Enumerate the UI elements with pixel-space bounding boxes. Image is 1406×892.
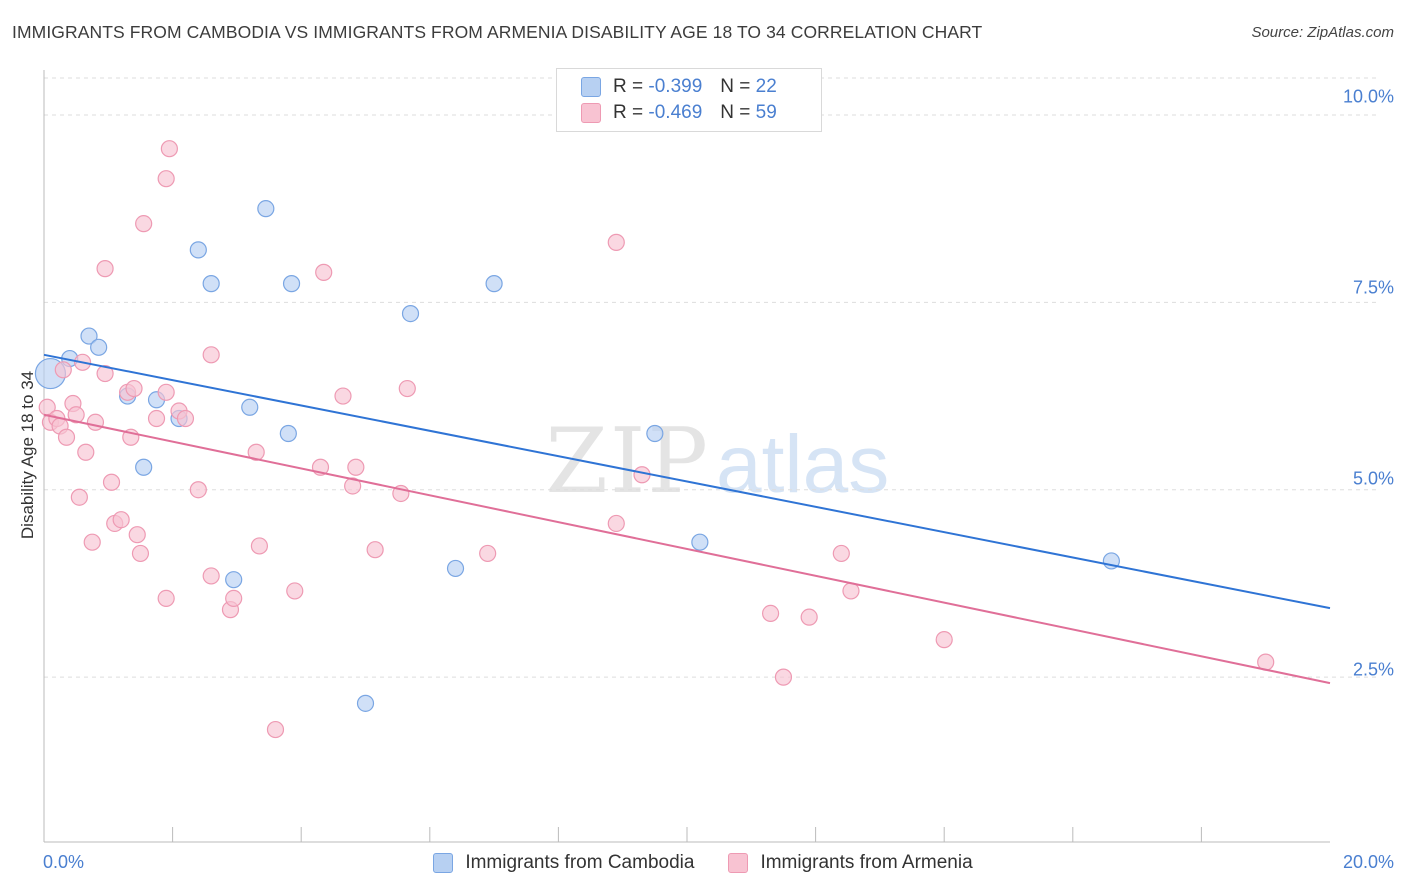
point-cambodia-8 <box>202 275 220 293</box>
trendline-armenia <box>43 413 1331 685</box>
point-armenia-52 <box>774 668 793 686</box>
y-tick-label-10: 10.0% <box>1342 86 1394 107</box>
point-armenia-9 <box>86 413 105 431</box>
watermark-atlas: atlas <box>716 419 889 510</box>
point-armenia-56 <box>935 631 953 649</box>
point-armenia-27 <box>157 589 175 608</box>
point-armenia-41 <box>334 387 352 405</box>
legend-r-value-armenia: -0.469 <box>648 102 703 123</box>
point-cambodia-16 <box>225 571 243 589</box>
legend-swatch-cambodia <box>581 77 601 97</box>
point-armenia-49 <box>607 514 625 533</box>
point-cambodia-10 <box>257 200 275 218</box>
point-armenia-31 <box>202 567 220 585</box>
y-axis-label: Disability Age 18 to 34 <box>18 370 37 540</box>
series-label-cambodia: Immigrants from Cambodia <box>465 852 695 873</box>
point-armenia-32 <box>202 346 220 364</box>
x-tick-label-min: 0.0% <box>43 852 85 872</box>
point-armenia-5 <box>57 428 76 446</box>
series-legend: Immigrants from Cambodia Immigrants from… <box>0 852 1406 874</box>
point-armenia-44 <box>366 541 384 559</box>
point-armenia-21 <box>131 544 150 563</box>
series-label-armenia: Immigrants from Armenia <box>760 852 973 873</box>
legend-n-value-cambodia: 22 <box>755 76 777 97</box>
point-cambodia-1 <box>80 327 98 345</box>
point-armenia-23 <box>157 170 175 188</box>
point-cambodia-21 <box>356 694 375 712</box>
point-armenia-47 <box>479 544 497 563</box>
point-armenia-4 <box>54 361 72 379</box>
point-armenia-34 <box>225 589 243 608</box>
point-armenia-13 <box>83 533 101 551</box>
watermark-zip: ZIP <box>545 409 710 514</box>
legend-r-label: R = <box>613 76 644 97</box>
point-armenia-19 <box>125 379 143 398</box>
point-cambodia-17 <box>446 559 465 578</box>
legend-n-label: N = <box>720 76 751 97</box>
legend-r-value-cambodia: -0.399 <box>648 76 703 97</box>
point-armenia-42 <box>344 477 362 495</box>
point-armenia-24 <box>160 140 178 158</box>
legend-r-label: R = <box>613 102 644 123</box>
legend-swatch-armenia <box>581 103 601 123</box>
point-cambodia-11 <box>282 275 301 293</box>
series-legend-armenia: Immigrants from Armenia <box>728 852 973 874</box>
point-armenia-29 <box>176 409 195 428</box>
point-armenia-43 <box>347 458 365 476</box>
point-armenia-22 <box>135 215 153 233</box>
point-armenia-40 <box>315 263 333 281</box>
legend-n-value-armenia: 59 <box>755 102 777 123</box>
point-armenia-14 <box>77 443 95 461</box>
point-armenia-16 <box>112 511 130 529</box>
point-cambodia-9 <box>241 398 259 416</box>
legend-n-label: N = <box>720 102 751 123</box>
point-cambodia-19 <box>691 533 709 551</box>
point-armenia-30 <box>189 481 207 499</box>
point-armenia-46 <box>398 379 416 398</box>
chart-title: IMMIGRANTS FROM CAMBODIA VS IMMIGRANTS F… <box>12 22 983 42</box>
trendline-cambodia <box>43 353 1331 610</box>
point-armenia-25 <box>147 409 166 428</box>
point-armenia-37 <box>266 720 285 739</box>
point-cambodia-18 <box>646 424 664 443</box>
point-armenia-51 <box>761 604 780 622</box>
point-cambodia-12 <box>279 424 297 443</box>
point-cambodia-14 <box>485 275 503 293</box>
legend-row-armenia: R = -0.469 N = 59 <box>581 100 777 126</box>
series-swatch-armenia <box>728 853 749 873</box>
point-armenia-11 <box>102 473 121 491</box>
point-armenia-58 <box>96 364 114 383</box>
point-cambodia-7 <box>189 241 207 259</box>
point-armenia-38 <box>286 582 304 600</box>
y-tick-label-5: 5.0% <box>1352 468 1394 489</box>
correlation-legend: R = -0.399 N = 22 R = -0.469 N = 59 <box>556 68 822 132</box>
point-cambodia-15 <box>135 458 153 476</box>
series-legend-cambodia: Immigrants from Cambodia <box>433 852 694 874</box>
point-armenia-48 <box>607 233 625 251</box>
point-armenia-12 <box>70 488 88 506</box>
point-armenia-54 <box>832 544 850 563</box>
source-credit: Source: ZipAtlas.com <box>1251 24 1394 41</box>
legend-row-cambodia: R = -0.399 N = 22 <box>581 74 777 100</box>
point-armenia-7 <box>67 406 85 424</box>
point-armenia-53 <box>800 608 818 626</box>
point-cambodia-2 <box>90 338 108 356</box>
point-armenia-10 <box>96 260 114 278</box>
y-tick-label-7-5: 7.5% <box>1352 277 1394 298</box>
point-armenia-36 <box>250 537 269 555</box>
point-armenia-35 <box>247 443 265 461</box>
y-tick-label-2-5: 2.5% <box>1352 659 1394 680</box>
point-armenia-20 <box>128 526 146 544</box>
series-swatch-cambodia <box>433 853 454 873</box>
x-tick-label-max: 20.0% <box>1342 852 1394 872</box>
point-cambodia-13 <box>401 304 420 323</box>
point-armenia-28 <box>157 383 175 401</box>
